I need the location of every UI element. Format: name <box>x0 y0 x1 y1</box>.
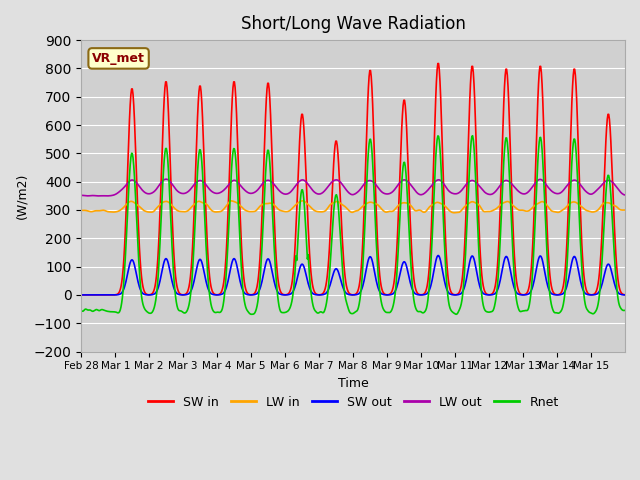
LW out <box>243 189 250 194</box>
LW in <box>299 198 307 204</box>
SW out <box>440 277 448 283</box>
SW out <box>241 290 249 296</box>
SW in <box>440 204 448 210</box>
Rnet <box>440 237 448 242</box>
Y-axis label: (W/m2): (W/m2) <box>15 173 28 219</box>
SW in <box>241 284 249 289</box>
SW in <box>141 290 149 296</box>
SW out <box>289 289 296 295</box>
LW out <box>77 192 85 198</box>
Rnet <box>410 296 417 302</box>
LW out <box>95 193 102 199</box>
Line: SW out: SW out <box>81 255 625 295</box>
X-axis label: Time: Time <box>338 377 369 390</box>
LW in <box>77 207 85 213</box>
LW out <box>163 176 170 182</box>
SW out <box>434 252 442 258</box>
LW in <box>440 203 448 208</box>
SW out <box>409 288 417 294</box>
Rnet <box>141 307 149 312</box>
Rnet <box>77 308 85 314</box>
LW out <box>290 185 298 191</box>
Line: Rnet: Rnet <box>81 136 625 314</box>
Title: Short/Long Wave Radiation: Short/Long Wave Radiation <box>241 15 465 33</box>
Legend: SW in, LW in, SW out, LW out, Rnet: SW in, LW in, SW out, LW out, Rnet <box>143 391 564 414</box>
SW in <box>77 292 85 298</box>
SW out <box>621 292 629 298</box>
LW out <box>142 190 150 196</box>
Text: VR_met: VR_met <box>92 52 145 65</box>
LW out <box>621 192 629 198</box>
SW in <box>409 268 417 274</box>
SW out <box>268 268 276 274</box>
SW out <box>141 292 149 298</box>
LW out <box>269 180 277 186</box>
Line: LW out: LW out <box>81 179 625 196</box>
LW in <box>289 205 296 211</box>
Line: SW in: SW in <box>81 63 625 295</box>
LW out <box>411 187 419 192</box>
Rnet <box>269 214 276 220</box>
Rnet <box>248 312 255 317</box>
SW out <box>77 292 85 298</box>
LW in <box>268 201 276 206</box>
Rnet <box>621 308 629 313</box>
Rnet <box>468 133 476 139</box>
LW in <box>141 208 149 214</box>
Rnet <box>241 301 249 307</box>
SW in <box>621 292 629 298</box>
Rnet <box>289 289 297 295</box>
SW in <box>268 150 276 156</box>
Line: LW in: LW in <box>81 201 625 213</box>
LW in <box>410 206 417 212</box>
SW in <box>434 60 442 66</box>
LW out <box>441 183 449 189</box>
LW in <box>241 207 249 213</box>
SW in <box>289 276 296 282</box>
LW in <box>451 210 458 216</box>
LW in <box>621 207 629 213</box>
